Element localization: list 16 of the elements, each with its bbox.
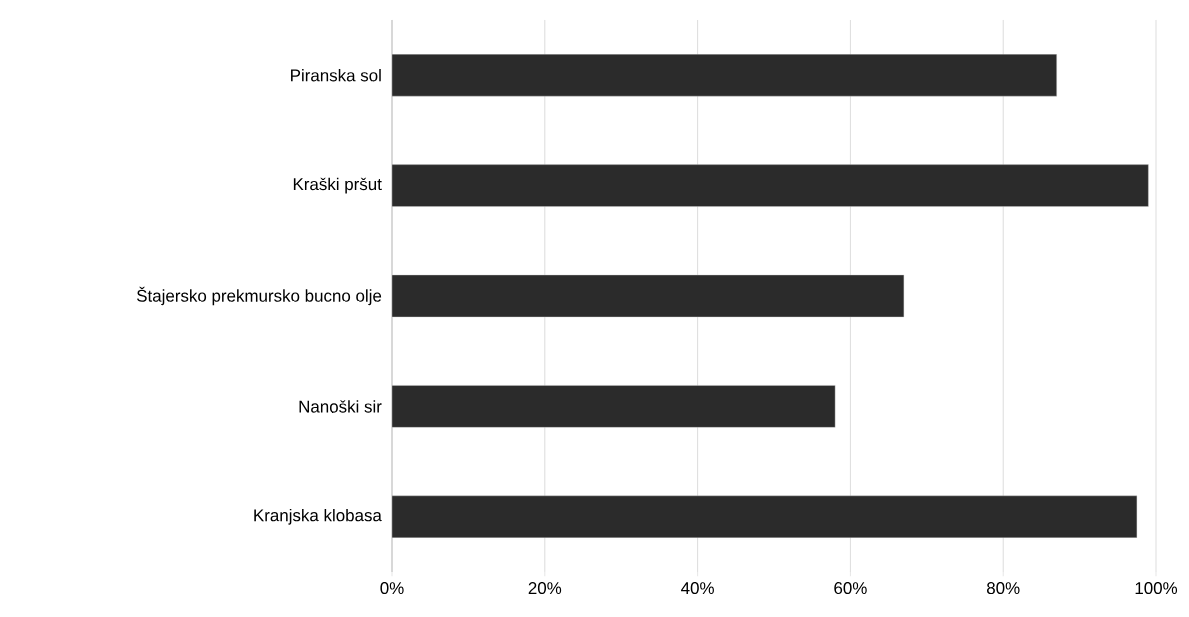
x-tick-label: 40%	[681, 582, 714, 595]
x-tick-label: 100%	[1135, 582, 1178, 595]
bar	[392, 274, 905, 318]
y-tick-label: Kraški pršut	[293, 177, 382, 194]
y-tick-label: Piranska sol	[291, 68, 381, 82]
x-tick-label: 20%	[528, 582, 562, 595]
bar	[392, 385, 836, 428]
x-tick-label: 80%	[986, 582, 1020, 595]
x-tick-label: 60%	[834, 582, 867, 595]
x-tick-label: 0%	[380, 582, 404, 595]
bar	[392, 164, 1149, 207]
y-tick-label: Nanoški sir	[299, 400, 382, 413]
y-tick-label: Kranjska klobasa	[254, 508, 382, 525]
bar	[392, 495, 1138, 538]
y-tick-label: Štajersko prekmursko bucno olje	[136, 286, 382, 306]
bar	[392, 54, 1057, 97]
